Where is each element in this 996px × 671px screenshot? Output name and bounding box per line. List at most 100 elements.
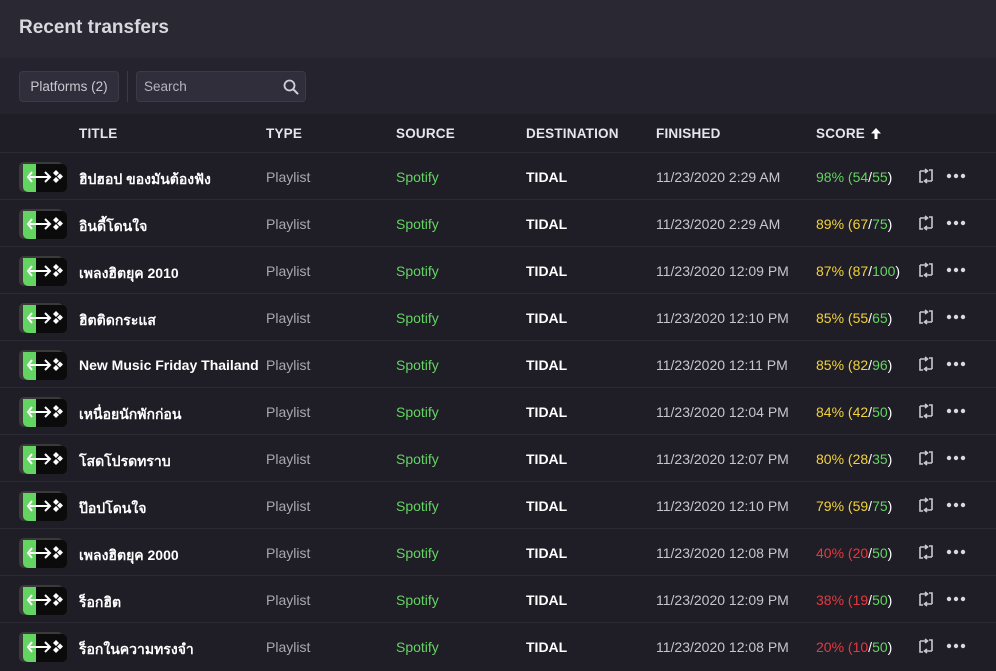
spotify-to-tidal-icon bbox=[19, 256, 67, 286]
spotify-to-tidal-icon bbox=[19, 491, 67, 521]
transfer-type: Playlist bbox=[266, 498, 311, 514]
transfer-source: Spotify bbox=[396, 263, 439, 279]
transfer-type: Playlist bbox=[266, 310, 311, 326]
transfer-row[interactable]: ฮิปฮอป ของมันต้องฟัง Playlist Spotify TI… bbox=[0, 152, 996, 199]
retry-transfer-icon[interactable] bbox=[917, 167, 935, 185]
page-header: Recent transfers bbox=[0, 0, 996, 58]
spotify-to-tidal-icon bbox=[19, 162, 67, 192]
transfer-row[interactable]: ป๊อปโดนใจ Playlist Spotify TIDAL 11/23/2… bbox=[0, 481, 996, 528]
transfer-row[interactable]: อินดี้โดนใจ Playlist Spotify TIDAL 11/23… bbox=[0, 199, 996, 246]
more-options-icon[interactable] bbox=[946, 313, 966, 321]
platforms-filter-button[interactable]: Platforms (2) bbox=[19, 71, 119, 102]
transfer-row[interactable]: โสดโปรดทราบ Playlist Spotify TIDAL 11/23… bbox=[0, 434, 996, 481]
column-type[interactable]: TYPE bbox=[266, 126, 303, 141]
transfer-source: Spotify bbox=[396, 498, 439, 514]
more-options-icon[interactable] bbox=[946, 360, 966, 368]
score-total: 75 bbox=[872, 498, 888, 514]
transfer-finished-time: 11/23/2020 12:07 PM bbox=[656, 451, 789, 467]
transfer-title[interactable]: โสดโปรดทราบ bbox=[79, 453, 171, 469]
search-box[interactable] bbox=[136, 71, 306, 102]
transfer-title[interactable]: เพลงฮิตยุค 2000 bbox=[79, 547, 179, 563]
transfer-title[interactable]: อินดี้โดนใจ bbox=[79, 218, 148, 234]
more-options-icon[interactable] bbox=[946, 642, 966, 650]
column-title[interactable]: TITLE bbox=[79, 126, 118, 141]
transfer-type: Playlist bbox=[266, 169, 311, 185]
transfer-title[interactable]: ร็อกในความทรงจำ bbox=[79, 641, 194, 657]
retry-transfer-icon[interactable] bbox=[917, 543, 935, 561]
more-options-icon[interactable] bbox=[946, 595, 966, 603]
more-options-icon[interactable] bbox=[946, 501, 966, 509]
transfer-row[interactable]: เพลงฮิตยุค 2010 Playlist Spotify TIDAL 1… bbox=[0, 246, 996, 293]
transfer-row[interactable]: ฮิตติดกระแส Playlist Spotify TIDAL 11/23… bbox=[0, 293, 996, 340]
retry-transfer-icon[interactable] bbox=[917, 449, 935, 467]
transfer-destination: TIDAL bbox=[526, 263, 568, 279]
column-destination[interactable]: DESTINATION bbox=[526, 126, 619, 141]
transfer-source: Spotify bbox=[396, 639, 439, 655]
score-total: 96 bbox=[872, 357, 888, 373]
retry-transfer-icon[interactable] bbox=[917, 355, 935, 373]
transfer-score: 20% (10/50) bbox=[816, 639, 893, 655]
more-options-icon[interactable] bbox=[946, 266, 966, 274]
transfer-title[interactable]: เหนื่อยนักพักก่อน bbox=[79, 406, 182, 422]
score-matched: 28 bbox=[852, 451, 869, 467]
transfer-destination: TIDAL bbox=[526, 545, 568, 561]
score-percent: 40% bbox=[816, 545, 845, 561]
score-percent: 98% bbox=[816, 169, 845, 185]
transfer-finished-time: 11/23/2020 12:09 PM bbox=[656, 263, 789, 279]
more-options-icon[interactable] bbox=[946, 219, 966, 227]
transfer-row[interactable]: เพลงฮิตยุค 2000 Playlist Spotify TIDAL 1… bbox=[0, 528, 996, 575]
spotify-to-tidal-icon bbox=[19, 632, 67, 662]
spotify-to-tidal-icon bbox=[19, 444, 67, 474]
transfer-row[interactable]: ร็อกในความทรงจำ Playlist Spotify TIDAL 1… bbox=[0, 622, 996, 669]
column-source[interactable]: SOURCE bbox=[396, 126, 455, 141]
retry-transfer-icon[interactable] bbox=[917, 308, 935, 326]
score-total: 65 bbox=[872, 310, 888, 326]
score-matched: 10 bbox=[852, 639, 869, 655]
transfer-finished-time: 11/23/2020 12:09 PM bbox=[656, 592, 789, 608]
transfer-score: 40% (20/50) bbox=[816, 545, 893, 561]
transfer-title[interactable]: ฮิตติดกระแส bbox=[79, 312, 156, 328]
transfer-score: 85% (55/65) bbox=[816, 310, 893, 326]
transfer-source: Spotify bbox=[396, 451, 439, 467]
retry-transfer-icon[interactable] bbox=[917, 402, 935, 420]
score-percent: 85% bbox=[816, 357, 845, 373]
score-percent: 84% bbox=[816, 404, 845, 420]
more-options-icon[interactable] bbox=[946, 172, 966, 180]
score-percent: 87% bbox=[816, 263, 845, 279]
transfer-finished-time: 11/23/2020 12:10 PM bbox=[656, 310, 789, 326]
retry-transfer-icon[interactable] bbox=[917, 214, 935, 232]
retry-transfer-icon[interactable] bbox=[917, 496, 935, 514]
more-options-icon[interactable] bbox=[946, 454, 966, 462]
more-options-icon[interactable] bbox=[946, 407, 966, 415]
more-options-icon[interactable] bbox=[946, 548, 966, 556]
transfer-row[interactable]: เหนื่อยนักพักก่อน Playlist Spotify TIDAL… bbox=[0, 387, 996, 434]
transfer-score: 89% (67/75) bbox=[816, 216, 893, 232]
column-score[interactable]: SCORE bbox=[816, 126, 882, 141]
retry-transfer-icon[interactable] bbox=[917, 590, 935, 608]
transfer-type: Playlist bbox=[266, 216, 311, 232]
transfer-list: ฮิปฮอป ของมันต้องฟัง Playlist Spotify TI… bbox=[0, 152, 996, 669]
retry-transfer-icon[interactable] bbox=[917, 261, 935, 279]
transfer-title[interactable]: ฮิปฮอป ของมันต้องฟัง bbox=[79, 171, 211, 187]
transfer-destination: TIDAL bbox=[526, 169, 568, 185]
transfer-source: Spotify bbox=[396, 592, 439, 608]
spotify-to-tidal-icon bbox=[19, 350, 67, 380]
search-input[interactable] bbox=[137, 72, 277, 101]
transfer-title[interactable]: ป๊อปโดนใจ bbox=[79, 500, 147, 516]
score-matched: 19 bbox=[852, 592, 869, 608]
transfer-finished-time: 11/23/2020 2:29 AM bbox=[656, 169, 781, 185]
transfer-finished-time: 11/23/2020 12:10 PM bbox=[656, 498, 789, 514]
transfer-score: 38% (19/50) bbox=[816, 592, 893, 608]
retry-transfer-icon[interactable] bbox=[917, 637, 935, 655]
transfer-row[interactable]: New Music Friday Thailand Playlist Spoti… bbox=[0, 340, 996, 387]
search-icon[interactable] bbox=[283, 79, 299, 95]
transfer-title[interactable]: ร็อกฮิต bbox=[79, 594, 122, 610]
transfer-destination: TIDAL bbox=[526, 451, 568, 467]
transfer-title[interactable]: เพลงฮิตยุค 2010 bbox=[79, 265, 179, 281]
transfer-destination: TIDAL bbox=[526, 639, 568, 655]
transfer-title[interactable]: New Music Friday Thailand bbox=[79, 357, 259, 373]
transfer-row[interactable]: ร็อกฮิต Playlist Spotify TIDAL 11/23/202… bbox=[0, 575, 996, 622]
spotify-to-tidal-icon bbox=[19, 397, 67, 427]
column-finished[interactable]: FINISHED bbox=[656, 126, 721, 141]
spotify-to-tidal-icon bbox=[19, 585, 67, 615]
